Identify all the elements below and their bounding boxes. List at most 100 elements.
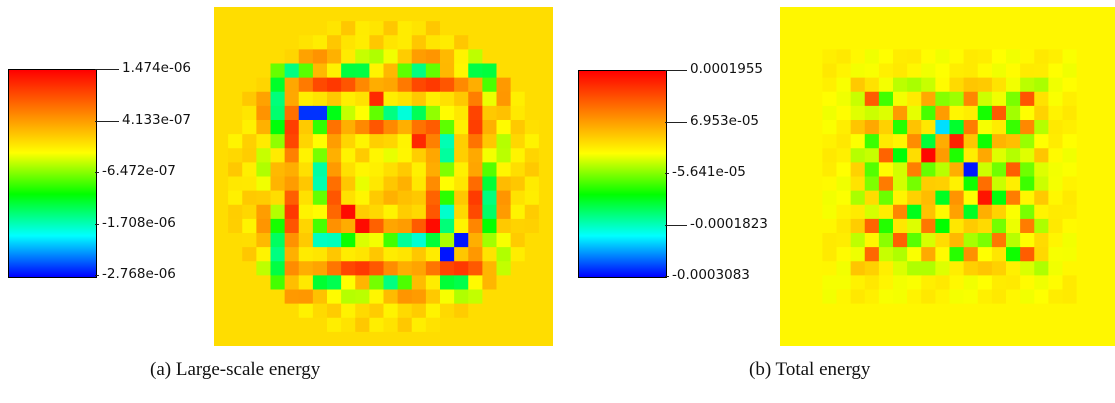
heatmap-cell bbox=[538, 77, 553, 93]
tick-line bbox=[95, 224, 99, 225]
heatmap-cell bbox=[468, 120, 483, 135]
heatmap-cell bbox=[312, 105, 328, 121]
heatmap-cell bbox=[496, 233, 512, 248]
heatmap-cell bbox=[991, 233, 1007, 248]
heatmap-cell bbox=[1090, 303, 1106, 319]
heatmap-cell bbox=[991, 303, 1007, 319]
heatmap-cell bbox=[991, 247, 1007, 262]
heatmap-cell bbox=[991, 317, 1007, 333]
heatmap-cell bbox=[468, 35, 483, 50]
heatmap-cell bbox=[780, 63, 795, 79]
colorbar-tick-label: 4.133e-07 bbox=[122, 112, 192, 128]
heatmap-cell bbox=[1034, 289, 1049, 305]
heatmap-cell bbox=[256, 275, 272, 291]
heatmap-cell bbox=[397, 275, 413, 291]
heatmap-cell bbox=[270, 148, 286, 163]
heatmap-cell bbox=[284, 331, 300, 346]
heatmap-cell bbox=[411, 247, 427, 262]
heatmap-cell bbox=[270, 233, 286, 248]
heatmap-cell bbox=[524, 275, 540, 291]
heatmap-cell bbox=[935, 162, 951, 178]
heatmap-cell bbox=[1006, 148, 1021, 163]
heatmap-cell bbox=[214, 204, 229, 220]
heatmap-cell bbox=[822, 77, 838, 93]
heatmap-cell bbox=[312, 303, 328, 319]
heatmap-cell bbox=[1048, 275, 1064, 291]
heatmap-cell bbox=[935, 21, 951, 36]
heatmap-cell bbox=[1006, 63, 1021, 79]
panel-total: 0.0001955 6.953e-05 -5.641e-05 -0.000182… bbox=[560, 0, 1115, 403]
heatmap-cell bbox=[1062, 49, 1078, 65]
heatmap-cell bbox=[510, 331, 526, 346]
heatmap-cell bbox=[256, 148, 272, 163]
heatmap-cell bbox=[963, 63, 979, 79]
heatmap-cell bbox=[214, 233, 229, 248]
heatmap-cell bbox=[794, 190, 809, 206]
heatmap-cell bbox=[1048, 91, 1064, 107]
heatmap-cell bbox=[921, 63, 936, 79]
heatmap-cell bbox=[510, 49, 526, 65]
heatmap-cell bbox=[482, 21, 498, 36]
heatmap-cell bbox=[468, 21, 483, 36]
heatmap-cell bbox=[1076, 63, 1092, 79]
heatmap-cell bbox=[327, 317, 342, 333]
heatmap-cell bbox=[510, 303, 526, 319]
heatmap-cell bbox=[1090, 261, 1106, 276]
heatmap-cell bbox=[907, 233, 922, 248]
heatmap-cell bbox=[893, 247, 908, 262]
heatmap-cell bbox=[327, 275, 342, 291]
heatmap-cell bbox=[228, 303, 243, 319]
heatmap-cell bbox=[1062, 317, 1078, 333]
heatmap-cell bbox=[425, 7, 441, 22]
heatmap-cell bbox=[214, 77, 229, 93]
heatmap-cell bbox=[242, 176, 257, 192]
heatmap-cell bbox=[270, 275, 286, 291]
heatmap-cell bbox=[864, 331, 880, 346]
heatmap-cell bbox=[482, 105, 498, 121]
heatmap-cell bbox=[1034, 275, 1049, 291]
heatmap-cell bbox=[1034, 204, 1049, 220]
heatmap-cell bbox=[524, 35, 540, 50]
heatmap-cell bbox=[907, 49, 922, 65]
heatmap-cell bbox=[341, 317, 356, 333]
heatmap-cell bbox=[468, 233, 483, 248]
heatmap-cell bbox=[850, 162, 866, 178]
heatmap-cell bbox=[228, 120, 243, 135]
heatmap-cell bbox=[780, 148, 795, 163]
heatmap-cell bbox=[864, 134, 880, 149]
heatmap-cell bbox=[963, 218, 979, 234]
heatmap-cell bbox=[538, 303, 553, 319]
colorbar-tick-label: -1.708e-06 bbox=[102, 215, 176, 231]
heatmap-cell bbox=[963, 91, 979, 107]
heatmap-cell bbox=[327, 148, 342, 163]
heatmap-cell bbox=[864, 35, 880, 50]
heatmap-cell bbox=[977, 331, 993, 346]
heatmap-cell bbox=[214, 331, 229, 346]
heatmap-cell bbox=[1020, 261, 1035, 276]
heatmap-cell bbox=[1034, 261, 1049, 276]
heatmap-cell bbox=[454, 289, 469, 305]
heatmap-cell bbox=[524, 204, 540, 220]
heatmap-cell bbox=[397, 331, 413, 346]
heatmap-cell bbox=[1076, 77, 1092, 93]
heatmap-cell bbox=[893, 303, 908, 319]
heatmap-cell bbox=[921, 317, 936, 333]
heatmap-cell bbox=[482, 303, 498, 319]
heatmap-cell bbox=[1104, 7, 1115, 22]
heatmap-cell bbox=[524, 91, 540, 107]
heatmap-cell bbox=[425, 120, 441, 135]
heatmap-cell bbox=[1048, 49, 1064, 65]
heatmap-cell bbox=[1048, 204, 1064, 220]
heatmap-cell bbox=[524, 134, 540, 149]
heatmap-cell bbox=[425, 247, 441, 262]
heatmap-cell bbox=[963, 331, 979, 346]
heatmap-cell bbox=[355, 134, 370, 149]
heatmap-cell bbox=[794, 247, 809, 262]
heatmap-cell bbox=[524, 190, 540, 206]
heatmap-cell bbox=[780, 275, 795, 291]
heatmap-cell bbox=[935, 303, 951, 319]
heatmap-cell bbox=[270, 162, 286, 178]
heatmap-cell bbox=[425, 35, 441, 50]
heatmap-cell bbox=[538, 63, 553, 79]
heatmap-cell bbox=[893, 35, 908, 50]
